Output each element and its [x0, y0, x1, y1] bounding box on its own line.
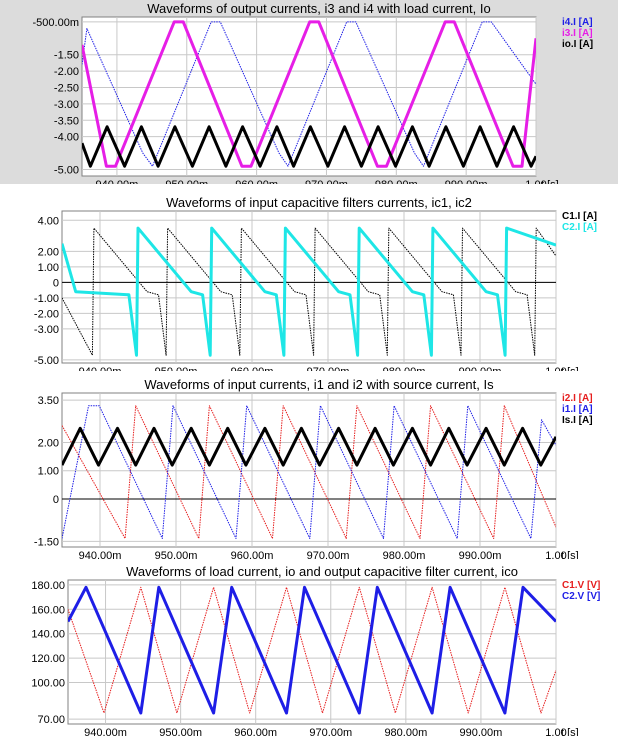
x-tick-label: 1.00	[545, 366, 566, 371]
series-line-0	[62, 405, 556, 539]
chart-svg: Waveforms of input capacitive filters cu…	[0, 195, 618, 371]
legend-entry: C1.I [A]	[562, 211, 597, 222]
series-line-2	[82, 125, 536, 168]
chart-svg: Waveforms of output currents, i3 and i4 …	[0, 0, 618, 184]
x-tick-label: 990.00m	[459, 366, 502, 371]
chart-title: Waveforms of input currents, i1 and i2 w…	[144, 377, 494, 392]
series-line-2	[62, 426, 556, 467]
chart-title: Waveforms of output currents, i3 and i4 …	[147, 1, 490, 16]
x-axis-unit: t [s]	[561, 550, 579, 559]
y-tick-label: 160.00	[31, 604, 65, 616]
y-tick-label: -1.00	[34, 293, 59, 305]
y-tick-label: 2.00	[38, 437, 59, 449]
legend-entry: i1.I [A]	[562, 404, 593, 415]
y-tick-label: 140.00	[31, 629, 65, 641]
chart-svg: Waveforms of input currents, i1 and i2 w…	[0, 377, 618, 559]
x-tick-label: 990.00m	[445, 179, 488, 184]
x-tick-label: 950.00m	[155, 366, 198, 371]
y-tick-label: -500.00m	[33, 17, 79, 29]
series-line-1	[68, 585, 556, 715]
x-tick-label: 980.00m	[383, 366, 426, 371]
series-line-0	[68, 586, 556, 714]
x-tick-label: 990.00m	[460, 727, 503, 736]
chart-panel-capacitor-currents: Waveforms of input capacitive filters cu…	[0, 195, 618, 371]
series-group	[62, 405, 556, 539]
legend-entry: Is.I [A]	[562, 415, 593, 426]
y-tick-label: -3.00	[34, 324, 59, 336]
x-tick-label: 980.00m	[384, 727, 427, 736]
x-tick-label: 970.00m	[307, 366, 350, 371]
plot-area	[61, 392, 557, 548]
y-tick-label: -5.00	[34, 355, 59, 367]
y-tick-label: -2.00	[54, 66, 79, 78]
y-tick-label: -1.50	[54, 50, 79, 62]
x-tick-label: 970.00m	[309, 727, 352, 736]
y-tick-label: -2.50	[54, 82, 79, 94]
x-tick-label: 960.00m	[231, 366, 274, 371]
plot-area	[81, 16, 537, 177]
y-tick-label: -2.00	[34, 308, 59, 320]
x-tick-label: 1.00	[545, 550, 566, 559]
series-group	[82, 20, 536, 168]
x-tick-label: 970.00m	[305, 179, 348, 184]
legend-entry: C1.V [V]	[562, 580, 600, 591]
series-line-1	[62, 226, 556, 357]
x-tick-label: 950.00m	[159, 727, 202, 736]
legend-entry: io.I [A]	[562, 39, 593, 50]
chart-title: Waveforms of input capacitive filters cu…	[166, 195, 472, 210]
y-tick-label: 0	[53, 277, 59, 289]
x-axis-unit: t [s]	[561, 727, 579, 736]
y-tick-label: -3.00	[54, 99, 79, 111]
chart-panel-input-currents: Waveforms of input currents, i1 and i2 w…	[0, 377, 618, 559]
y-tick-label: -3.50	[54, 115, 79, 127]
x-tick-label: 940.00m	[84, 727, 127, 736]
y-tick-label: 100.00	[31, 678, 65, 690]
series-line-1	[82, 20, 536, 168]
x-axis-unit: t [s]	[561, 366, 579, 371]
chart-svg: Waveforms of load current, io and output…	[0, 564, 618, 736]
x-tick-label: 960.00m	[235, 179, 278, 184]
y-tick-label: 1.00	[38, 466, 59, 478]
legend-entry: C2.V [V]	[562, 591, 600, 602]
y-tick-label: -4.00	[54, 132, 79, 144]
x-tick-label: 950.00m	[155, 550, 198, 559]
y-tick-label: 3.50	[38, 395, 59, 407]
x-tick-label: 940.00m	[79, 366, 122, 371]
y-tick-label: 120.00	[31, 653, 65, 665]
y-tick-label: 180.00	[31, 580, 65, 592]
series-group	[62, 226, 556, 357]
x-tick-label: 940.00m	[96, 179, 139, 184]
x-tick-label: 1.00	[525, 179, 546, 184]
y-tick-label: 70.00	[37, 714, 65, 726]
x-tick-label: 980.00m	[383, 550, 426, 559]
y-tick-label: 0	[53, 494, 59, 506]
y-tick-label: -1.50	[34, 536, 59, 548]
y-tick-label: 1.00	[38, 262, 59, 274]
y-tick-label: -5.00	[54, 164, 79, 176]
legend-entry: i4.I [A]	[562, 17, 593, 28]
legend-entry: C2.I [A]	[562, 222, 597, 233]
chart-panel-capacitor-voltages: Waveforms of load current, io and output…	[0, 564, 618, 736]
legend-entry: i2.I [A]	[562, 393, 593, 404]
chart-panel-output-currents: Waveforms of output currents, i3 and i4 …	[0, 0, 618, 184]
series-line-1	[62, 405, 556, 539]
y-tick-label: 4.00	[38, 215, 59, 227]
legend-entry: i3.I [A]	[562, 28, 593, 39]
series-line-0	[82, 21, 536, 167]
x-tick-label: 960.00m	[231, 550, 274, 559]
x-tick-label: 1.00	[545, 727, 566, 736]
x-tick-label: 960.00m	[234, 727, 277, 736]
x-axis-unit: t [s]	[541, 179, 559, 184]
x-tick-label: 940.00m	[79, 550, 122, 559]
series-group	[68, 585, 556, 715]
x-tick-label: 970.00m	[307, 550, 350, 559]
chart-title: Waveforms of load current, io and output…	[126, 564, 518, 579]
x-tick-label: 990.00m	[459, 550, 502, 559]
x-tick-label: 950.00m	[165, 179, 208, 184]
y-tick-label: 2.00	[38, 246, 59, 258]
x-tick-label: 980.00m	[375, 179, 418, 184]
